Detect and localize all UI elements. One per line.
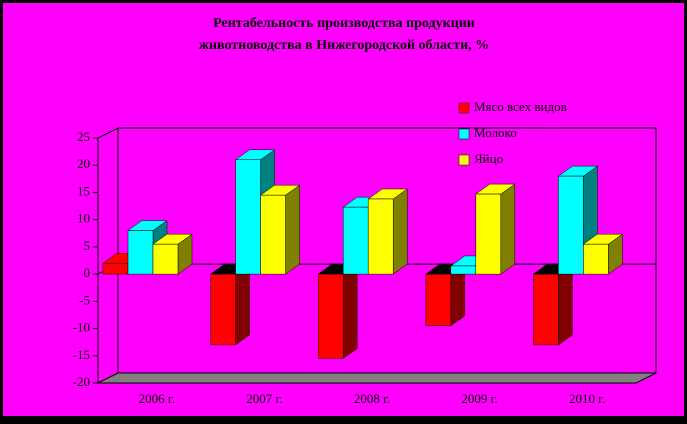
bar bbox=[533, 273, 559, 346]
legend-label: Яйцо bbox=[474, 151, 503, 166]
bar bbox=[210, 273, 236, 346]
legend-label: Молоко bbox=[474, 125, 517, 140]
bar-side bbox=[558, 263, 573, 346]
y-tick-label: 20 bbox=[77, 156, 90, 171]
legend-swatch bbox=[458, 128, 470, 140]
legend-swatch bbox=[458, 102, 470, 114]
floor bbox=[97, 372, 657, 384]
bar bbox=[583, 243, 609, 275]
y-tick-label: 25 bbox=[77, 129, 90, 144]
bar bbox=[102, 262, 129, 275]
x-tick-label: 2009 г. bbox=[461, 391, 497, 406]
y-tick-label: -5 bbox=[79, 292, 90, 307]
bar bbox=[425, 273, 452, 327]
bar bbox=[260, 194, 286, 275]
bar-side bbox=[500, 183, 516, 275]
y-tick-label: -10 bbox=[73, 320, 90, 335]
chart-title: Рентабельность производства продукции bbox=[213, 16, 475, 31]
x-tick-label: 2007 г. bbox=[246, 391, 282, 406]
bar bbox=[475, 193, 502, 275]
y-tick-label: 15 bbox=[77, 183, 90, 198]
bar bbox=[342, 206, 369, 275]
y-tick-label: -20 bbox=[73, 374, 90, 389]
x-tick-label: 2008 г. bbox=[354, 391, 390, 406]
y-tick-label: 5 bbox=[84, 238, 91, 253]
y-tick-label: 10 bbox=[77, 211, 90, 226]
bar bbox=[152, 243, 179, 275]
legend-swatch bbox=[458, 154, 470, 166]
x-tick-label: 2006 г. bbox=[139, 391, 175, 406]
bar bbox=[127, 230, 154, 275]
y-tick-label: 0 bbox=[84, 265, 91, 280]
legend-label: Мясо всех видов bbox=[474, 99, 567, 114]
bar-side bbox=[392, 188, 408, 275]
bar bbox=[235, 159, 261, 275]
bar bbox=[317, 273, 344, 359]
x-tick-label: 2010 г. bbox=[569, 391, 605, 406]
bar bbox=[367, 198, 394, 275]
bar-side bbox=[342, 263, 358, 359]
bar-side bbox=[235, 263, 250, 346]
y-tick-label: -15 bbox=[73, 347, 90, 362]
bar bbox=[558, 175, 584, 275]
chart-subtitle: животноводства в Нижегородской области, … bbox=[199, 38, 489, 53]
bar-side bbox=[285, 184, 300, 275]
bar bbox=[450, 265, 477, 275]
